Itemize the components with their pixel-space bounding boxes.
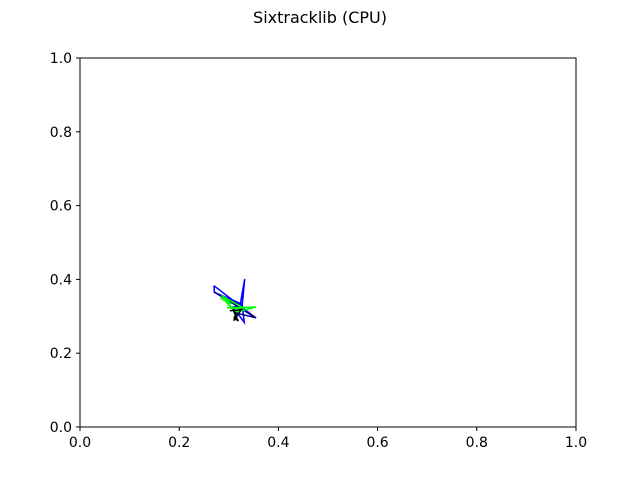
x-axis-ticks: 0.0 0.2 0.4 0.6 0.8 1.0: [69, 427, 587, 451]
chart-title: Sixtracklib (CPU): [253, 8, 387, 27]
y-tick-label: 0.0: [50, 420, 72, 436]
series-line-4: [229, 308, 243, 322]
y-tick-label: 1.0: [50, 51, 72, 67]
plot-area-frame: [79, 57, 577, 428]
series-layer: [213, 278, 257, 325]
x-tick-label: 1.0: [565, 435, 587, 451]
x-tick-label: 0.2: [168, 435, 190, 451]
x-tick-label: 0.0: [69, 435, 91, 451]
x-tick-label: 0.6: [366, 435, 388, 451]
y-axis-ticks: 0.0 0.2 0.4 0.6 0.8 1.0: [50, 51, 80, 436]
y-tick-label: 0.2: [50, 346, 72, 362]
y-tick-label: 0.4: [50, 272, 72, 288]
x-tick-label: 0.4: [267, 435, 289, 451]
y-tick-label: 0.8: [50, 125, 72, 141]
x-tick-label: 0.8: [466, 435, 488, 451]
y-tick-label: 0.6: [50, 199, 72, 215]
series-line-3: [220, 294, 257, 313]
